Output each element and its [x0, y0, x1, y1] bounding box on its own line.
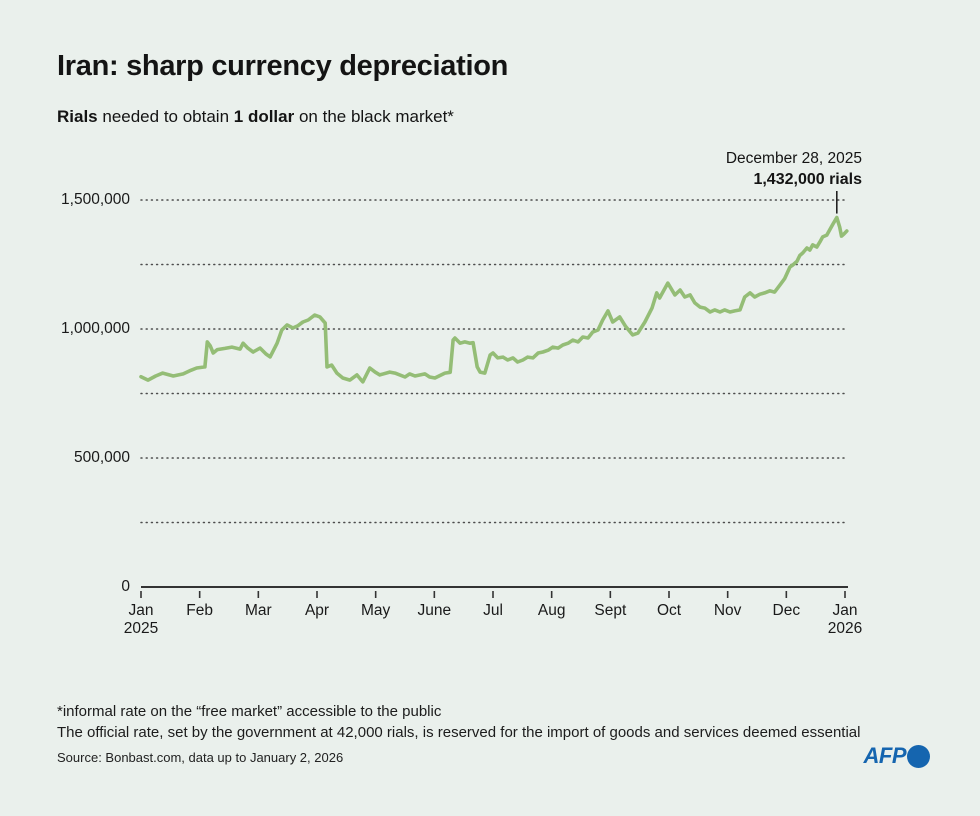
x-axis-label: June	[417, 602, 452, 619]
subtitle-dollar: 1 dollar	[233, 107, 295, 126]
y-axis-label: 1,500,000	[61, 191, 130, 208]
afp-logo: AFP	[863, 743, 930, 769]
subtitle-tail: on the black market*	[294, 107, 454, 126]
rate-line-series	[139, 215, 849, 384]
peak-annotation-value: 1,432,000 rials	[753, 171, 862, 188]
source-line: Source: Bonbast.com, data up to January …	[57, 750, 344, 765]
footnote-line-2: The official rate, set by the government…	[57, 723, 861, 741]
y-axis-label: 500,000	[73, 449, 130, 466]
subtitle-rials: Rials	[57, 107, 98, 126]
x-axis-label: Jan 2025	[123, 602, 159, 637]
x-axis-label: Apr	[304, 602, 330, 619]
y-axis-label: 1,000,000	[61, 320, 130, 337]
footnote-line-1: *informal rate on the “free market” acce…	[57, 703, 442, 720]
x-axis-label: Nov	[713, 602, 742, 619]
x-axis-label: Oct	[656, 602, 682, 619]
afp-logo-text: AFP	[863, 743, 907, 768]
x-axis-label: May	[361, 602, 391, 619]
footnotes: *informal rate on the “free market” acce…	[57, 702, 860, 743]
peak-annotation-date: December 28, 2025	[725, 150, 862, 167]
page-title: Iran: sharp currency depreciation	[57, 50, 509, 82]
x-axis-label: Mar	[244, 602, 272, 619]
subtitle-mid: needed to obtain	[97, 107, 234, 126]
peak-annotation: December 28, 2025 1,432,000 rials	[726, 149, 862, 190]
x-axis-label: Jan 2026	[827, 602, 863, 637]
x-axis-label: Jul	[483, 602, 503, 619]
x-axis-label: Dec	[772, 602, 801, 619]
x-axis-label: Feb	[186, 602, 214, 619]
x-axis-label: Aug	[537, 602, 566, 619]
x-axis-label: Sept	[594, 602, 627, 619]
y-axis-label-zero: 0	[121, 578, 130, 595]
chart-subtitle: Rials needed to obtain 1 dollar on the b…	[57, 107, 454, 127]
afp-globe-icon	[907, 744, 930, 768]
